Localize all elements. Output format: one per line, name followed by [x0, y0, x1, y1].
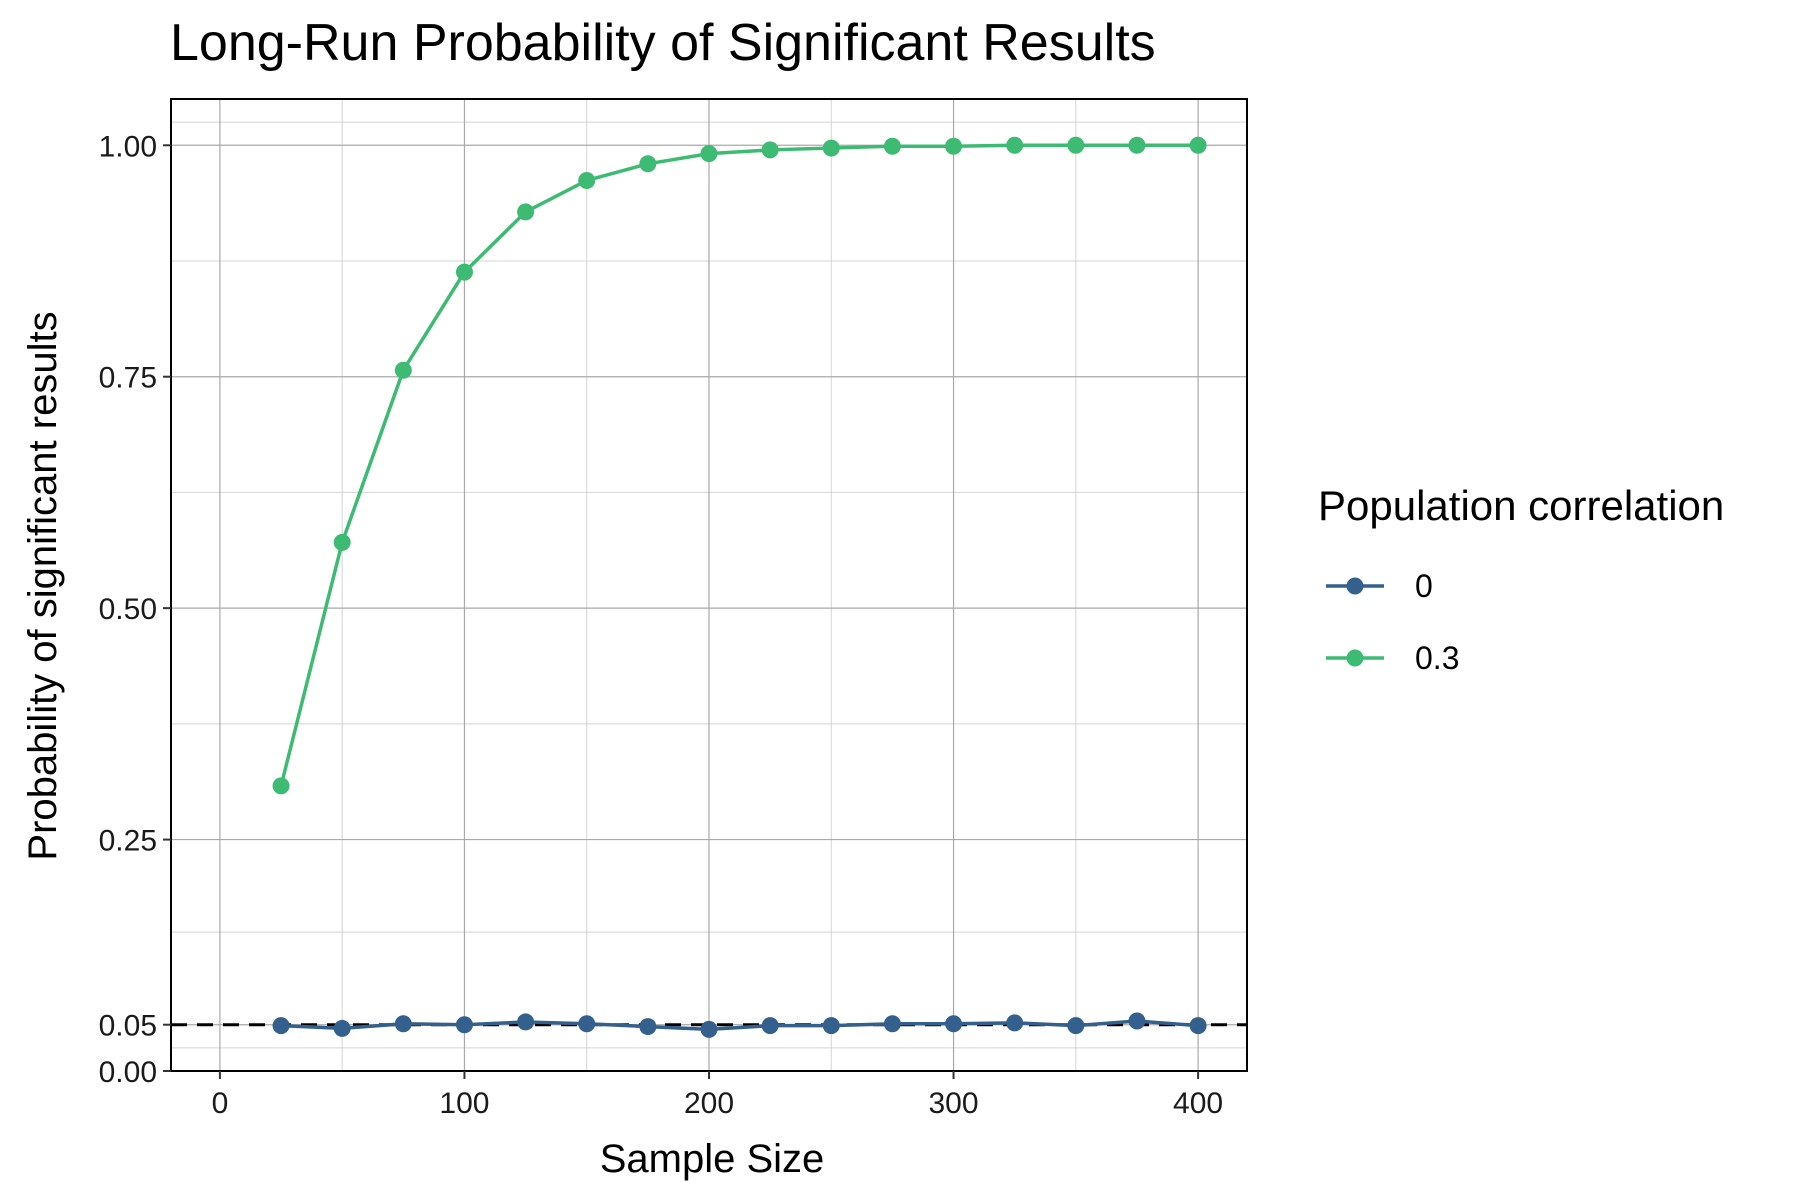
x-tick-label-1: 100	[439, 1087, 489, 1120]
point-0-225	[761, 1017, 779, 1035]
point-0-350	[1067, 1017, 1085, 1035]
point-0-400	[1189, 1017, 1207, 1035]
x-tick-label-0: 0	[212, 1087, 229, 1120]
point-0-375	[1128, 1012, 1146, 1030]
y-axis: 0.00 0.05 0.25 0.50 0.75 1.00	[99, 130, 171, 1089]
series-line-0.3	[279, 143, 1199, 787]
point-0-175	[639, 1018, 657, 1036]
y-tick-label-5: 1.00	[99, 130, 157, 163]
point-0-75	[394, 1015, 412, 1033]
y-tick-label-1: 0.05	[99, 1010, 157, 1043]
point-0.3-75	[394, 361, 412, 379]
point-0.3-175	[639, 155, 657, 173]
point-0.3-100	[455, 263, 473, 281]
x-tick-label-4: 400	[1173, 1087, 1223, 1120]
chart-title: Long-Run Probability of Significant Resu…	[170, 14, 1156, 72]
point-0.3-150	[578, 171, 596, 189]
y-tick-label-2: 0.25	[99, 825, 157, 858]
y-axis-title: Probability of significant results	[21, 311, 65, 860]
legend-key-point-0.3	[1346, 649, 1364, 667]
point-0.3-25	[272, 777, 290, 795]
legend-label-0: 0	[1415, 568, 1433, 604]
point-0-250	[822, 1017, 840, 1035]
x-tick-label-3: 300	[929, 1087, 979, 1120]
point-0-25	[272, 1017, 290, 1035]
x-tick-label-2: 200	[684, 1087, 734, 1120]
legend-key-point-0	[1346, 577, 1364, 595]
point-0-150	[578, 1015, 596, 1033]
series-line-0	[280, 1019, 1199, 1032]
point-0-125	[517, 1013, 535, 1031]
x-axis: 0 100 200 300 400	[212, 1071, 1223, 1120]
y-tick-label-4: 0.75	[99, 362, 157, 395]
series-layer	[272, 136, 1207, 1038]
point-0-325	[1006, 1014, 1024, 1032]
point-0.3-250	[822, 139, 840, 157]
point-0-200	[700, 1020, 718, 1038]
point-0-50	[333, 1019, 351, 1037]
point-0-300	[945, 1015, 963, 1033]
legend-title: Population correlation	[1318, 482, 1724, 529]
point-0.3-125	[517, 203, 535, 221]
x-axis-title: Sample Size	[600, 1137, 825, 1181]
point-0.3-375	[1128, 136, 1146, 154]
point-0.3-50	[333, 533, 351, 551]
y-tick-label-0: 0.00	[99, 1056, 157, 1089]
point-0.3-400	[1189, 136, 1207, 154]
legend-label-0.3: 0.3	[1415, 640, 1459, 676]
point-0-100	[455, 1016, 473, 1034]
point-0.3-325	[1006, 136, 1024, 154]
point-0.3-350	[1067, 136, 1085, 154]
point-0.3-300	[945, 137, 963, 155]
point-0-275	[883, 1015, 901, 1033]
point-0.3-200	[700, 145, 718, 163]
y-tick-label-3: 0.50	[99, 593, 157, 626]
point-0.3-275	[883, 137, 901, 155]
point-0.3-225	[761, 141, 779, 159]
legend: Population correlation 0 0.3	[1318, 482, 1724, 676]
